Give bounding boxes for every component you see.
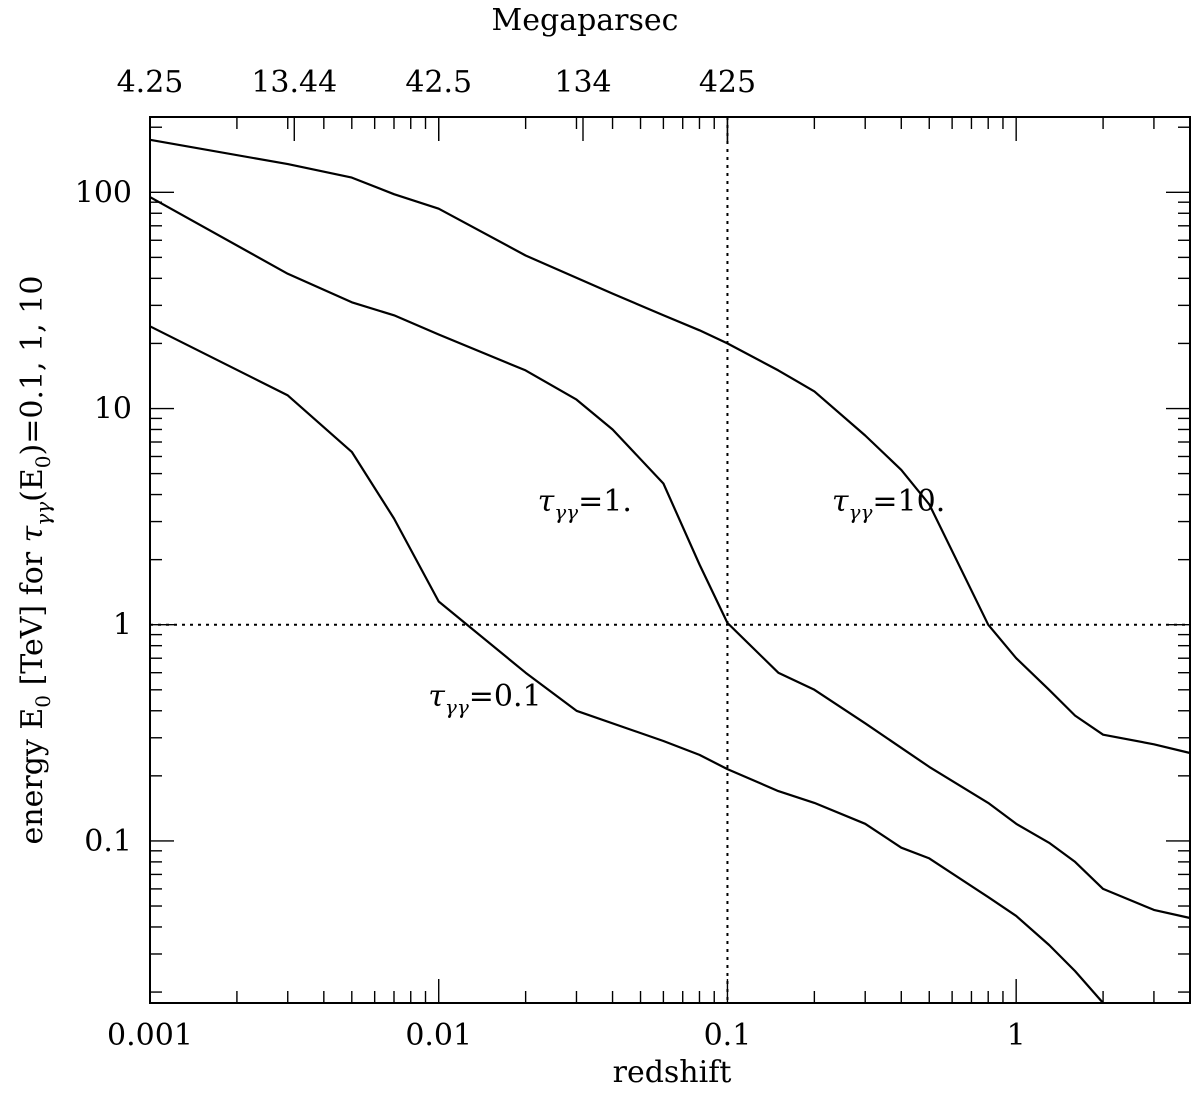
y-tick-label: 10 bbox=[94, 392, 132, 427]
y-axis-title-paren: (E bbox=[15, 468, 50, 502]
annotation-subscript: γγ bbox=[554, 500, 578, 524]
top-tick-label: 13.44 bbox=[251, 65, 337, 100]
y-axis-title-gamma: γγ bbox=[31, 502, 55, 526]
x-tick-label: 0.1 bbox=[704, 1018, 752, 1053]
series-line-2 bbox=[149, 138, 1191, 755]
annotation-value: =10. bbox=[872, 484, 945, 519]
annotation-tau: τ bbox=[538, 484, 555, 519]
y-axis-title-tau: τ bbox=[15, 525, 50, 542]
annotation-subscript: γγ bbox=[848, 500, 872, 524]
y-tick-label: 0.1 bbox=[84, 824, 132, 859]
top-axis-title: Megaparsec bbox=[492, 3, 679, 38]
top-tick-label: 134 bbox=[554, 65, 611, 100]
curve-annotation-0: τγγ=0.1 bbox=[428, 679, 541, 719]
series-line-0 bbox=[149, 325, 1104, 1004]
y-axis-title: energy E0 [TeV] for τγγ(E0)=0.1, 1, 10 bbox=[15, 276, 55, 845]
y-tick-label: 1 bbox=[113, 608, 132, 643]
curve-annotation-1: τγγ=1. bbox=[538, 484, 632, 524]
y-tick-label: 100 bbox=[75, 175, 132, 210]
top-tick-label: 42.5 bbox=[405, 65, 472, 100]
y-axis-title-lead: energy E bbox=[15, 708, 50, 845]
y-axis-title-subscript2: 0 bbox=[31, 455, 55, 468]
x-tick-label: 0.01 bbox=[405, 1018, 472, 1053]
x-tick-label: 0.001 bbox=[107, 1018, 193, 1053]
x-axis-title: redshift bbox=[613, 1055, 732, 1090]
annotation-tau: τ bbox=[428, 679, 445, 714]
annotation-tau: τ bbox=[832, 484, 849, 519]
plot-frame bbox=[149, 116, 1191, 1004]
y-axis-title-middle: [TeV] for bbox=[15, 542, 50, 695]
annotation-subscript: γγ bbox=[445, 695, 469, 719]
curve-annotation-2: τγγ=10. bbox=[832, 484, 945, 524]
y-axis-title-subscript: 0 bbox=[31, 695, 55, 708]
y-axis-title-tail: )=0.1, 1, 10 bbox=[15, 276, 50, 456]
x-tick-label: 1 bbox=[1007, 1018, 1026, 1053]
series-line-1 bbox=[149, 196, 1191, 920]
annotation-value: =1. bbox=[578, 484, 632, 519]
annotation-value: =0.1 bbox=[469, 679, 542, 714]
top-tick-label: 425 bbox=[699, 65, 756, 100]
top-tick-label: 4.25 bbox=[117, 65, 184, 100]
